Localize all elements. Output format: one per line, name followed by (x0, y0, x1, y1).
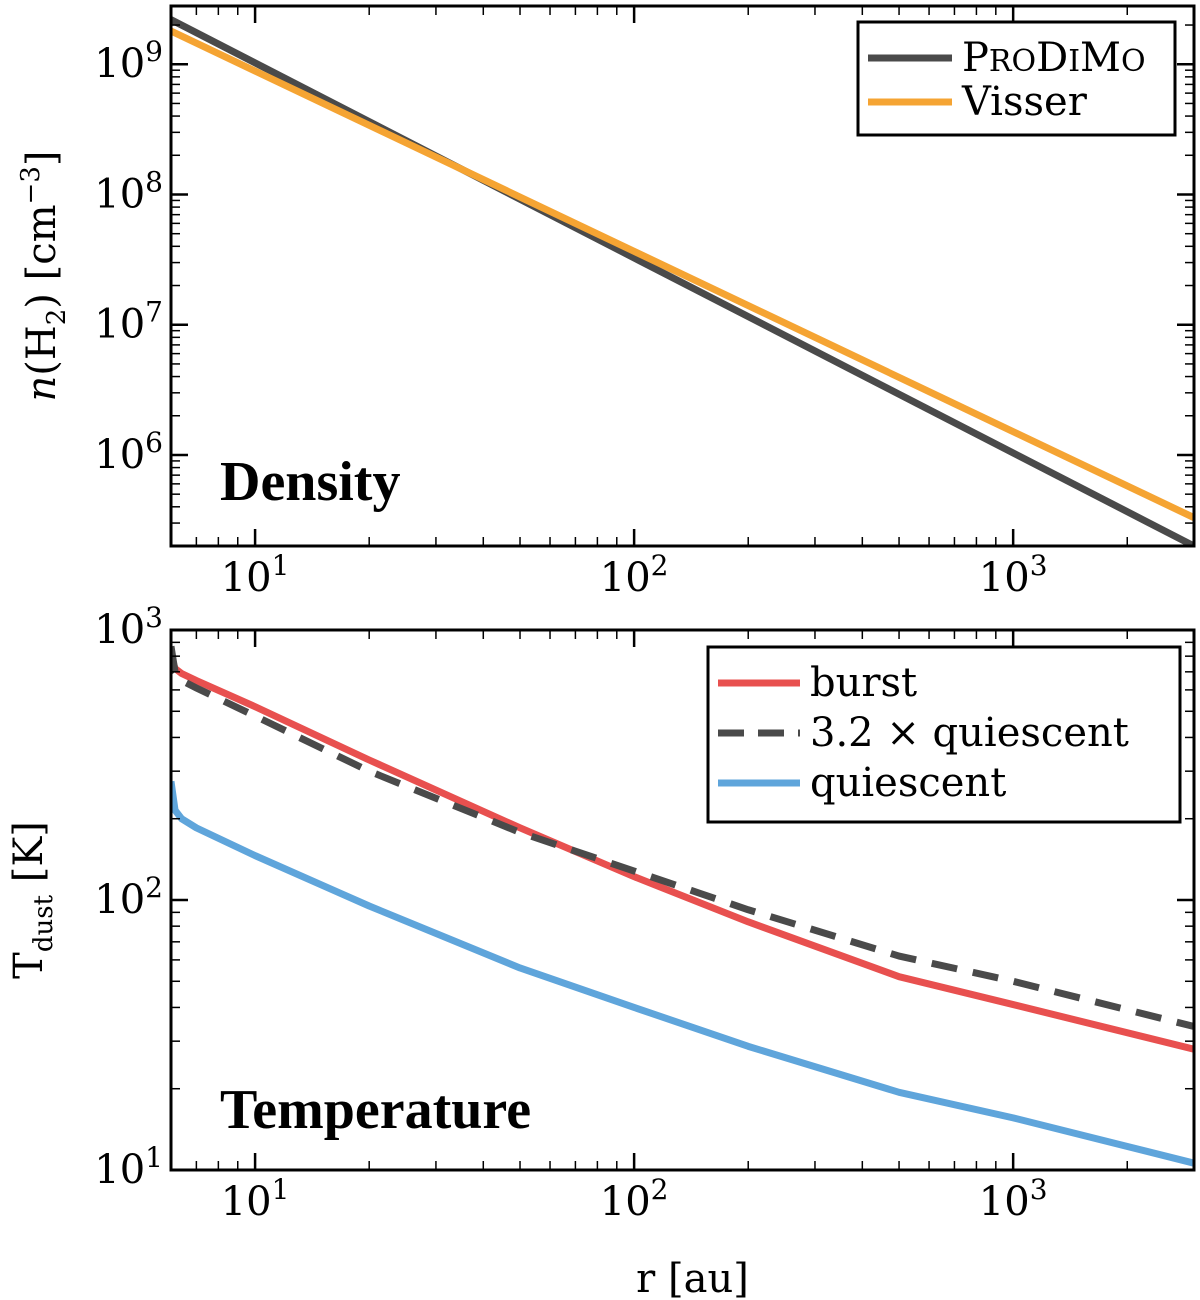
panel1-y-tick-label-4: 109 (94, 35, 163, 87)
panel1-x-tick-label-2: 102 (600, 549, 669, 601)
panel1-x-tick-label-1: 101 (221, 549, 290, 601)
panel1-legend-label-2: Visser (961, 79, 1088, 125)
panel2-series-line-3 (171, 780, 1194, 1167)
panel2-y-tick-label-3: 103 (94, 601, 163, 653)
panel2-y-tick-label-1: 101 (94, 1141, 163, 1193)
panel2-x-tick-label-1: 101 (221, 1173, 290, 1225)
panel2-legend-label-1: burst (810, 660, 917, 706)
panel1-panel-title: Density (220, 451, 400, 513)
panel1-y-tick-label-3: 108 (94, 165, 163, 217)
panel1-y-tick-label-1: 106 (94, 426, 163, 478)
panel1-x-tick-label-3: 103 (979, 549, 1048, 601)
panel1-series-line-1 (171, 16, 1194, 546)
panel2-legend-label-3: quiescent (810, 760, 1006, 806)
panel1-axes-frame (169, 4, 1196, 548)
panel1-density-chart: 101 102 103 106 107 108 109 n(H2) [cm−3] Density… (16, 4, 1196, 601)
panel1-legend-label-1: PRODIMO (962, 35, 1146, 81)
panel2-axes-frame (169, 628, 1196, 1172)
panel2-legend-label-2: 3.2 × quiescent (810, 710, 1129, 756)
panel1-legend-box (856, 20, 1177, 137)
panel2-x-axis-label: r [au] (636, 1256, 749, 1300)
panel2-panel-title: Temperature (220, 1079, 531, 1141)
panel2-x-tick-label-3: 103 (979, 1173, 1048, 1225)
panel1-series-line-2 (171, 27, 1194, 521)
panel2-y-tick-label-2: 102 (94, 871, 163, 923)
panel2-y-axis-label: Tdust [K] (6, 821, 59, 979)
panel2-legend-box (706, 645, 1182, 824)
panel2-x-tick-label-2: 102 (600, 1173, 669, 1225)
panel2-temperature-chart: 101 102 103 101 102 103 Tdust [K] r [au] Tempera… (6, 601, 1196, 1300)
panel1-y-tick-label-2: 107 (94, 296, 163, 348)
panel1-y-axis-label: n(H2) [cm−3] (16, 150, 72, 401)
panel2-series-line-1 (171, 655, 1194, 1053)
